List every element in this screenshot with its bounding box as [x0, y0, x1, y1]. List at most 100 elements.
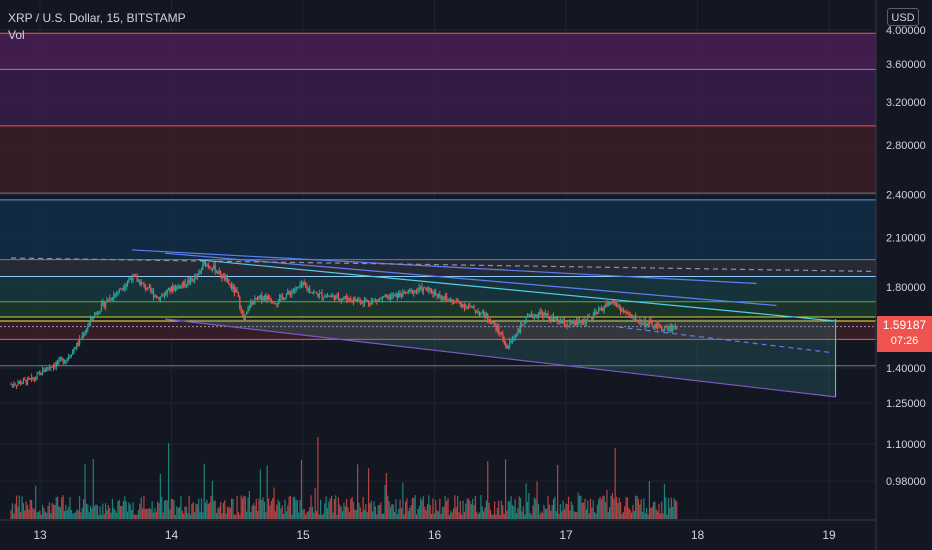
volume-bar: [295, 500, 297, 519]
candle-body: [550, 319, 552, 321]
volume-bar: [637, 498, 640, 519]
volume-bar: [663, 484, 666, 519]
candle-body: [62, 359, 64, 364]
price-zone: [0, 301, 876, 318]
volume-bar: [659, 513, 661, 519]
candle-body: [395, 293, 397, 295]
volume-bar: [211, 480, 214, 519]
trendline[interactable]: [197, 259, 836, 322]
candle-body: [35, 378, 37, 380]
candle-body: [83, 335, 85, 337]
candle-body: [676, 328, 678, 330]
volume-bar: [641, 511, 644, 519]
volume-bar: [129, 504, 131, 519]
symbol-title[interactable]: XRP / U.S. Dollar, 15, BITSTAMP: [8, 11, 186, 25]
candle-body: [39, 372, 41, 374]
volume-bar: [591, 507, 593, 519]
candle-body: [209, 266, 211, 268]
candle-body: [624, 311, 626, 313]
candle-body: [88, 322, 90, 327]
volume-bar: [647, 514, 649, 519]
volume-bar: [394, 511, 396, 519]
volume-bar: [387, 495, 389, 519]
candle-body: [196, 274, 198, 278]
volume-bar: [335, 495, 337, 519]
volume-bar: [39, 510, 41, 519]
candle-body: [421, 286, 423, 292]
candle-body: [387, 295, 389, 297]
candle-body: [673, 326, 675, 328]
volume-bar: [440, 513, 442, 519]
candle-body: [525, 316, 527, 324]
volume-bar: [265, 512, 267, 519]
volume-bar: [47, 505, 49, 519]
candle-body: [100, 303, 103, 311]
volume-bar: [48, 502, 51, 519]
volume-bars: [10, 437, 678, 519]
candle-body: [450, 299, 452, 302]
volume-bar: [44, 511, 46, 519]
price-zones: [0, 33, 876, 340]
volume-legend-label[interactable]: Vol: [8, 28, 25, 42]
volume-bar: [654, 501, 656, 519]
volume-bar: [362, 496, 364, 519]
volume-bar: [124, 496, 126, 519]
volume-bar: [559, 504, 561, 519]
candle-body: [670, 325, 672, 332]
candle-body: [552, 316, 555, 320]
volume-bar: [267, 498, 270, 519]
volume-bar: [228, 506, 230, 519]
volume-bar: [459, 500, 461, 519]
candle-body: [465, 306, 467, 308]
candle-body: [192, 279, 194, 282]
candle-body: [647, 323, 649, 326]
candle-body: [521, 323, 523, 326]
volume-bar: [626, 497, 629, 519]
candle-body: [195, 276, 197, 278]
candle-body: [213, 265, 215, 270]
candle-body: [487, 314, 489, 320]
price-axis[interactable]: 4.00000 3.60000 3.20000 2.80000 2.40000 2.100…: [886, 25, 926, 488]
candle-body: [399, 293, 401, 296]
time-axis-label: 14: [165, 528, 179, 542]
candle-body: [139, 281, 141, 286]
volume-bar: [367, 468, 370, 519]
channel-bottom-line[interactable]: [164, 318, 836, 398]
candle-body: [466, 306, 468, 307]
candle-body: [289, 292, 292, 295]
volume-bar: [673, 497, 675, 519]
candle-body: [483, 311, 485, 316]
candle-body: [418, 287, 420, 291]
candle-body: [557, 317, 559, 321]
candle-body: [11, 384, 14, 385]
candle-body: [84, 332, 86, 336]
candle-body: [183, 280, 185, 286]
candle-body: [58, 359, 60, 363]
volume-bar: [636, 496, 638, 519]
currency-button[interactable]: USD: [887, 8, 919, 26]
volume-bar: [418, 505, 420, 519]
volume-bar: [52, 504, 55, 519]
candle-body: [484, 315, 486, 319]
trendline[interactable]: [132, 249, 757, 285]
volume-bar: [415, 514, 418, 519]
candle-body: [265, 295, 267, 300]
volume-bar: [337, 497, 340, 519]
volume-bar: [676, 501, 678, 519]
volume-bar: [21, 496, 23, 519]
volume-bar: [487, 461, 489, 519]
time-axis[interactable]: 13 14 15 16 17 18 19: [33, 528, 836, 542]
price-axis-label: 3.20000: [886, 97, 926, 109]
candle-body: [150, 287, 152, 292]
volume-bar: [111, 498, 114, 519]
candle-body: [215, 271, 218, 273]
candle-body: [318, 293, 320, 297]
volume-bar: [633, 510, 635, 519]
volume-bar: [441, 507, 444, 519]
candle-body: [398, 293, 400, 298]
candle-body: [159, 296, 161, 301]
candle-body: [52, 365, 55, 368]
volume-bar: [652, 502, 655, 519]
candle-body: [365, 299, 367, 302]
